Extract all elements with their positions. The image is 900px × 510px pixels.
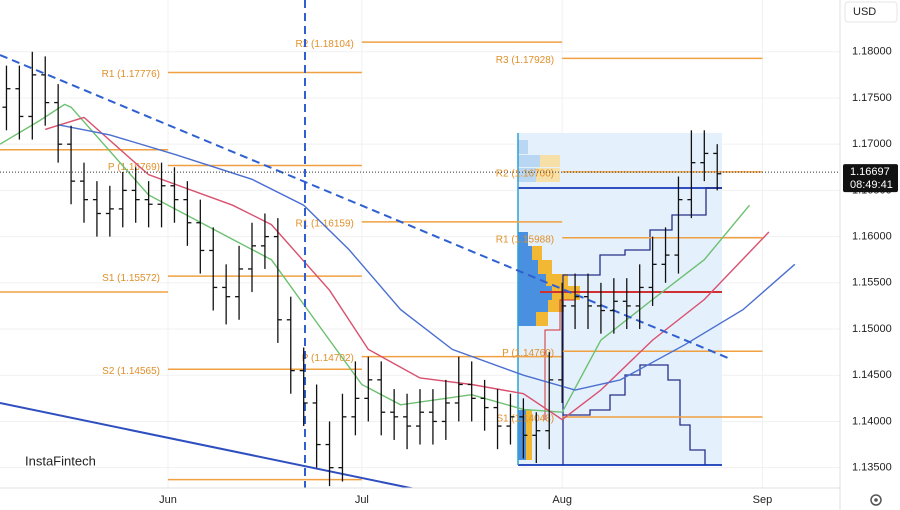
pivot-label: P (1.16769): [108, 162, 160, 173]
time-axis: [0, 488, 840, 510]
pivot-label: R2 (1.16700): [496, 169, 554, 180]
last-price: 1.16697: [850, 166, 890, 178]
y-tick-label: 1.17500: [852, 92, 892, 104]
pivot-label: R2 (1.18104): [295, 39, 353, 50]
y-tick-label: 1.15000: [852, 323, 892, 335]
profile-bar: [546, 274, 568, 286]
moving-average: [0, 103, 751, 413]
settings-icon-dot: [874, 498, 878, 502]
moving-average: [44, 116, 770, 421]
pivot-label: R1 (1.15988): [496, 234, 554, 245]
y-tick-label: 1.16000: [852, 231, 892, 243]
profile-bar: [518, 232, 528, 246]
profile-bar: [518, 155, 540, 167]
y-tick-label: 1.15500: [852, 277, 892, 289]
y-tick-label: 1.14500: [852, 369, 892, 381]
y-tick-label: 1.18000: [852, 46, 892, 58]
pivot-label: R3 (1.17928): [496, 55, 554, 66]
currency: USD: [853, 6, 876, 18]
volume-profile: [517, 133, 722, 466]
profile-bar: [538, 260, 552, 274]
watermark: InstaFintech: [25, 453, 96, 468]
pivot-label: P (1.14760): [502, 348, 554, 359]
profile-bar: [536, 168, 560, 182]
profile-bar: [518, 274, 546, 286]
settings-icon[interactable]: [870, 494, 882, 506]
lower-step: [563, 364, 706, 465]
pivot-label: S1 (1.15572): [102, 273, 160, 284]
x-tick-label: Jul: [355, 494, 369, 506]
trendline: [0, 54, 729, 359]
profile-bar: [536, 312, 548, 326]
profile-bar: [532, 246, 542, 260]
y-tick-label: 1.17000: [852, 138, 892, 150]
profile-bar: [540, 155, 560, 167]
profile-bar: [518, 312, 536, 326]
profile-bar: [518, 300, 548, 312]
x-tick-label: Aug: [552, 494, 572, 506]
pivot-label: R1 (1.17776): [102, 69, 160, 80]
x-tick-label: Jun: [159, 494, 177, 506]
profile-bar: [518, 286, 552, 300]
profile-bar: [526, 410, 532, 460]
trendline: [0, 402, 416, 488]
currency-box[interactable]: [844, 1, 898, 23]
price-bars: [2, 51, 722, 487]
x-tick-label: Sep: [753, 494, 773, 506]
price-tag: [843, 164, 898, 193]
y-tick-label: 1.13500: [852, 462, 892, 474]
moving-averages: [0, 103, 796, 421]
pivot-label: S1 (1.14048): [496, 414, 554, 425]
pivot-label: S2 (1.14565): [102, 366, 160, 377]
price-axis: [840, 0, 900, 510]
profile-bar: [518, 168, 536, 182]
profile-bar: [518, 140, 528, 154]
axes: 1.13500 1.14000 1.14500 1.15000 1.15500 1.160…: [0, 46, 898, 506]
pivot-label: P (1.14702): [302, 353, 354, 364]
profile-bar: [518, 260, 538, 274]
step-line: [544, 299, 575, 420]
upper-step: [562, 187, 722, 465]
y-tick-label: 1.14000: [852, 415, 892, 427]
countdown: 08:49:41: [850, 179, 893, 191]
profile-bar: [518, 410, 526, 460]
pivot-label: R1 (1.16159): [295, 219, 353, 230]
moving-average: [58, 124, 796, 391]
profile-bar: [518, 246, 532, 260]
trendlines: [0, 0, 729, 488]
